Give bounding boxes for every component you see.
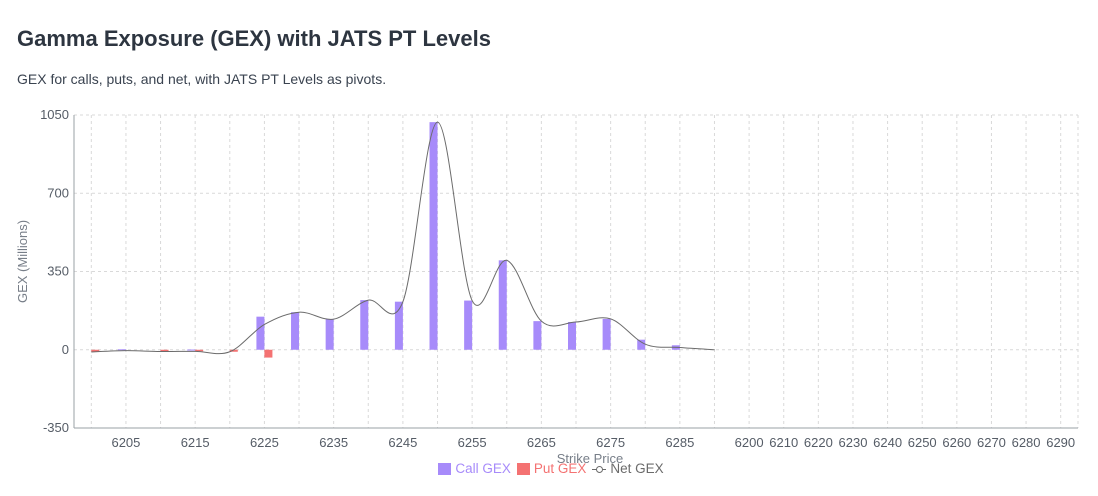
call-gex-bar: [498, 260, 507, 350]
y-tick-label: -350: [43, 420, 69, 435]
x-tick-label: 6235: [319, 435, 348, 450]
put-gex-swatch: [516, 462, 530, 475]
call-gex-bar: [187, 349, 196, 351]
y-tick-label: 700: [47, 185, 69, 200]
call-gex-bar: [325, 319, 334, 350]
y-tick-label: 0: [62, 342, 69, 357]
legend-item-net-gex[interactable]: Net GEX: [592, 461, 664, 476]
call-gex-bar: [291, 312, 300, 350]
x-tick-label: 6220: [804, 435, 833, 450]
legend-label-call-gex: Call GEX: [455, 461, 511, 476]
y-tick-label: 1050: [40, 107, 69, 122]
call-gex-bar: [568, 322, 576, 350]
chart-subtitle: GEX for calls, puts, and net, with JATS …: [17, 71, 387, 87]
chart-legend: Call GEX Put GEX Net GEX: [0, 461, 1098, 476]
legend-label-put-gex: Put GEX: [533, 461, 587, 476]
x-tick-label: 6245: [388, 435, 417, 450]
net-gex-series-line: [91, 121, 715, 355]
put-gex-bar: [91, 349, 100, 352]
call-gex-bar: [394, 301, 403, 350]
call-gex-bar: [533, 321, 542, 350]
x-tick-label: 6280: [1012, 435, 1041, 450]
legend-label-net-gex: Net GEX: [610, 461, 664, 476]
call-gex-bar: [117, 349, 126, 351]
x-tick-label: 6285: [665, 435, 694, 450]
legend-item-put-gex[interactable]: Put GEX: [516, 461, 587, 476]
bars: [91, 122, 680, 358]
call-gex-bar: [637, 339, 646, 350]
x-tick-label: 6260: [942, 435, 971, 450]
tick-labels: -350 0 350 700 1050 6205 6215 6225 6235 6245 6255 6…: [40, 107, 1075, 450]
x-tick-label: 6215: [181, 435, 210, 450]
legend-item-call-gex[interactable]: Call GEX: [438, 461, 511, 476]
put-gex-bar: [160, 349, 169, 352]
x-tick-label: 6200: [735, 435, 764, 450]
call-gex-swatch: [438, 462, 452, 475]
y-axis-title: GEX (Millions): [15, 220, 30, 303]
x-tick-label: 6255: [458, 435, 487, 450]
axes: [73, 115, 1078, 429]
x-tick-label: 6210: [769, 435, 798, 450]
x-tick-label: 6225: [250, 435, 279, 450]
y-tick-label: 350: [47, 264, 69, 279]
net-gex-line: [91, 121, 715, 355]
x-tick-label: 6290: [1046, 435, 1075, 450]
x-tick-label: 6275: [596, 435, 625, 450]
x-tick-label: 6205: [111, 435, 140, 450]
call-gex-bar: [429, 122, 438, 350]
call-gex-bar: [602, 318, 611, 350]
x-tick-label: 6250: [908, 435, 937, 450]
put-gex-bar: [264, 349, 273, 358]
x-tick-label: 6240: [873, 435, 902, 450]
call-gex-bar: [256, 316, 265, 350]
x-tick-label: 6270: [977, 435, 1006, 450]
call-gex-bar: [464, 300, 473, 350]
call-gex-bar: [360, 300, 369, 350]
grid-lines: [74, 114, 1079, 428]
net-gex-line-swatch: [592, 463, 607, 475]
x-tick-label: 6265: [527, 435, 556, 450]
put-gex-bar: [195, 349, 204, 352]
x-axis-title: Strike Price: [557, 451, 623, 466]
chart-title: Gamma Exposure (GEX) with JATS PT Levels: [17, 26, 491, 51]
x-tick-label: 6230: [839, 435, 868, 450]
put-gex-bar: [229, 349, 238, 352]
